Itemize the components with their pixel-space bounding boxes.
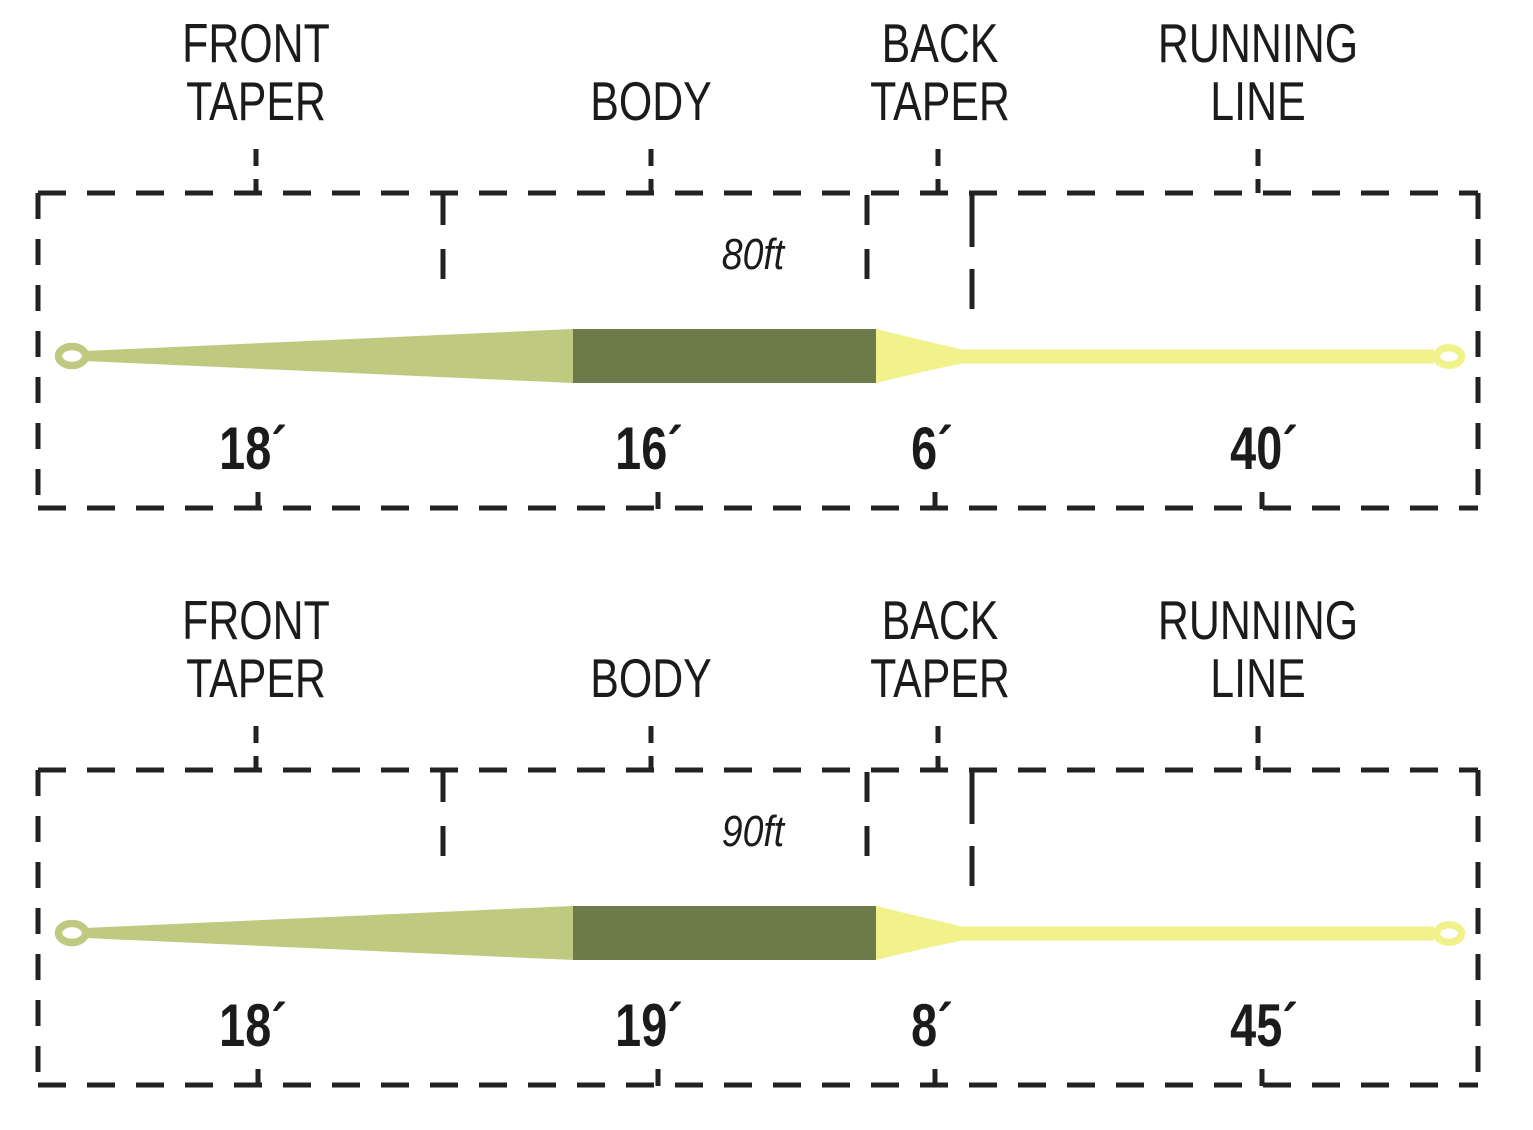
length-value-front-taper: 18´	[219, 415, 287, 482]
length-value-body: 16´	[615, 415, 683, 482]
front-loop-icon	[54, 919, 90, 947]
section-label-running-line: RUNNING LINE	[1157, 12, 1359, 132]
back-taper-shape	[876, 329, 962, 383]
diagram-90ft: FRONT TAPER BODY BACK TAPER RUNNING LINE…	[0, 577, 1533, 1130]
length-value-back-taper: 6´	[911, 415, 953, 482]
total-length-label: 90ft	[721, 807, 785, 856]
length-value-running-line: 45´	[1230, 992, 1298, 1059]
body-shape	[573, 329, 876, 383]
length-value-front-taper: 18´	[219, 992, 287, 1059]
running-line-shape	[962, 926, 1434, 941]
taper-diagram-graphic	[35, 726, 1481, 1088]
section-label-front-taper: FRONT TAPER	[182, 12, 330, 132]
front-loop-icon	[54, 342, 90, 370]
length-value-running-line: 40´	[1230, 415, 1298, 482]
diagram-80ft: FRONT TAPER BODY BACK TAPER RUNNING LINE…	[35, 12, 1481, 511]
section-label-body: BODY	[590, 647, 712, 709]
back-loop-icon	[1432, 344, 1466, 369]
front-taper-shape	[85, 906, 573, 960]
running-line-shape	[962, 349, 1434, 364]
total-length-label: 80ft	[721, 230, 785, 279]
section-label-back-taper: BACK TAPER	[870, 589, 1010, 709]
body-shape	[573, 906, 876, 960]
section-label-front-taper: FRONT TAPER	[182, 589, 330, 709]
section-label-body: BODY	[590, 70, 712, 132]
front-taper-shape	[85, 329, 573, 383]
back-taper-shape	[876, 906, 962, 960]
section-label-running-line: RUNNING LINE	[1157, 589, 1359, 709]
length-value-body: 19´	[615, 992, 683, 1059]
section-label-back-taper: BACK TAPER	[870, 12, 1010, 132]
back-loop-icon	[1432, 921, 1466, 946]
length-value-back-taper: 8´	[911, 992, 953, 1059]
taper-diagram-graphic	[35, 149, 1481, 511]
